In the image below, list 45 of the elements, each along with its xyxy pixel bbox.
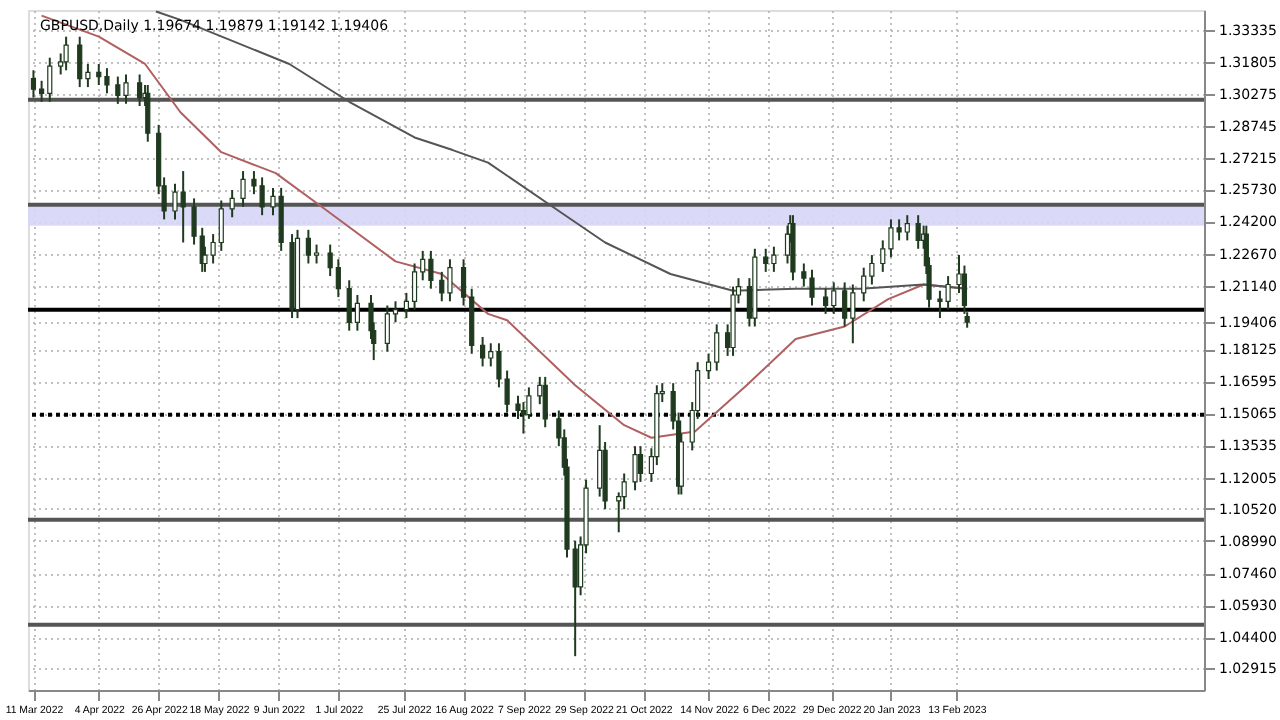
candlestick (842, 281, 848, 328)
candlestick (809, 268, 815, 307)
candlestick (831, 281, 837, 315)
candlestick (771, 245, 777, 273)
candlestick (313, 243, 320, 265)
candlestick (763, 247, 769, 273)
candlestick (823, 287, 829, 315)
candlestick (115, 75, 121, 105)
candlestick (229, 188, 235, 219)
candlestick (96, 62, 102, 86)
candlestick (945, 275, 951, 311)
candlestick (30, 69, 37, 99)
candlestick (180, 170, 186, 244)
candlestick (172, 182, 178, 221)
candlestick (104, 67, 110, 95)
candlestick (869, 254, 875, 286)
candlestick (520, 401, 527, 435)
candlestick (63, 35, 69, 72)
candlestick (480, 335, 486, 368)
candlestick (335, 258, 341, 299)
candlestick (411, 262, 418, 311)
candlestick (240, 170, 246, 208)
candlestick (850, 283, 856, 345)
candlestick (384, 304, 390, 353)
candlestick (888, 218, 894, 259)
candlestick (305, 228, 311, 265)
candlestick (346, 279, 352, 332)
candlestick (439, 270, 445, 303)
candlestick (904, 214, 910, 242)
candlestick (354, 293, 360, 332)
candlestick (937, 289, 943, 320)
candlestick (714, 323, 720, 372)
candlestick (218, 199, 224, 252)
candlestick (259, 176, 265, 217)
candlestick (447, 258, 453, 303)
candlestick (278, 186, 284, 252)
candlestick (542, 375, 548, 429)
candlestick (428, 249, 434, 290)
candlestick (123, 73, 129, 105)
candlestick (896, 218, 902, 242)
candlestick (861, 266, 867, 303)
candlestick (632, 445, 638, 492)
candlestick (47, 56, 53, 103)
candlestick (77, 35, 83, 89)
candlestick (637, 445, 644, 483)
